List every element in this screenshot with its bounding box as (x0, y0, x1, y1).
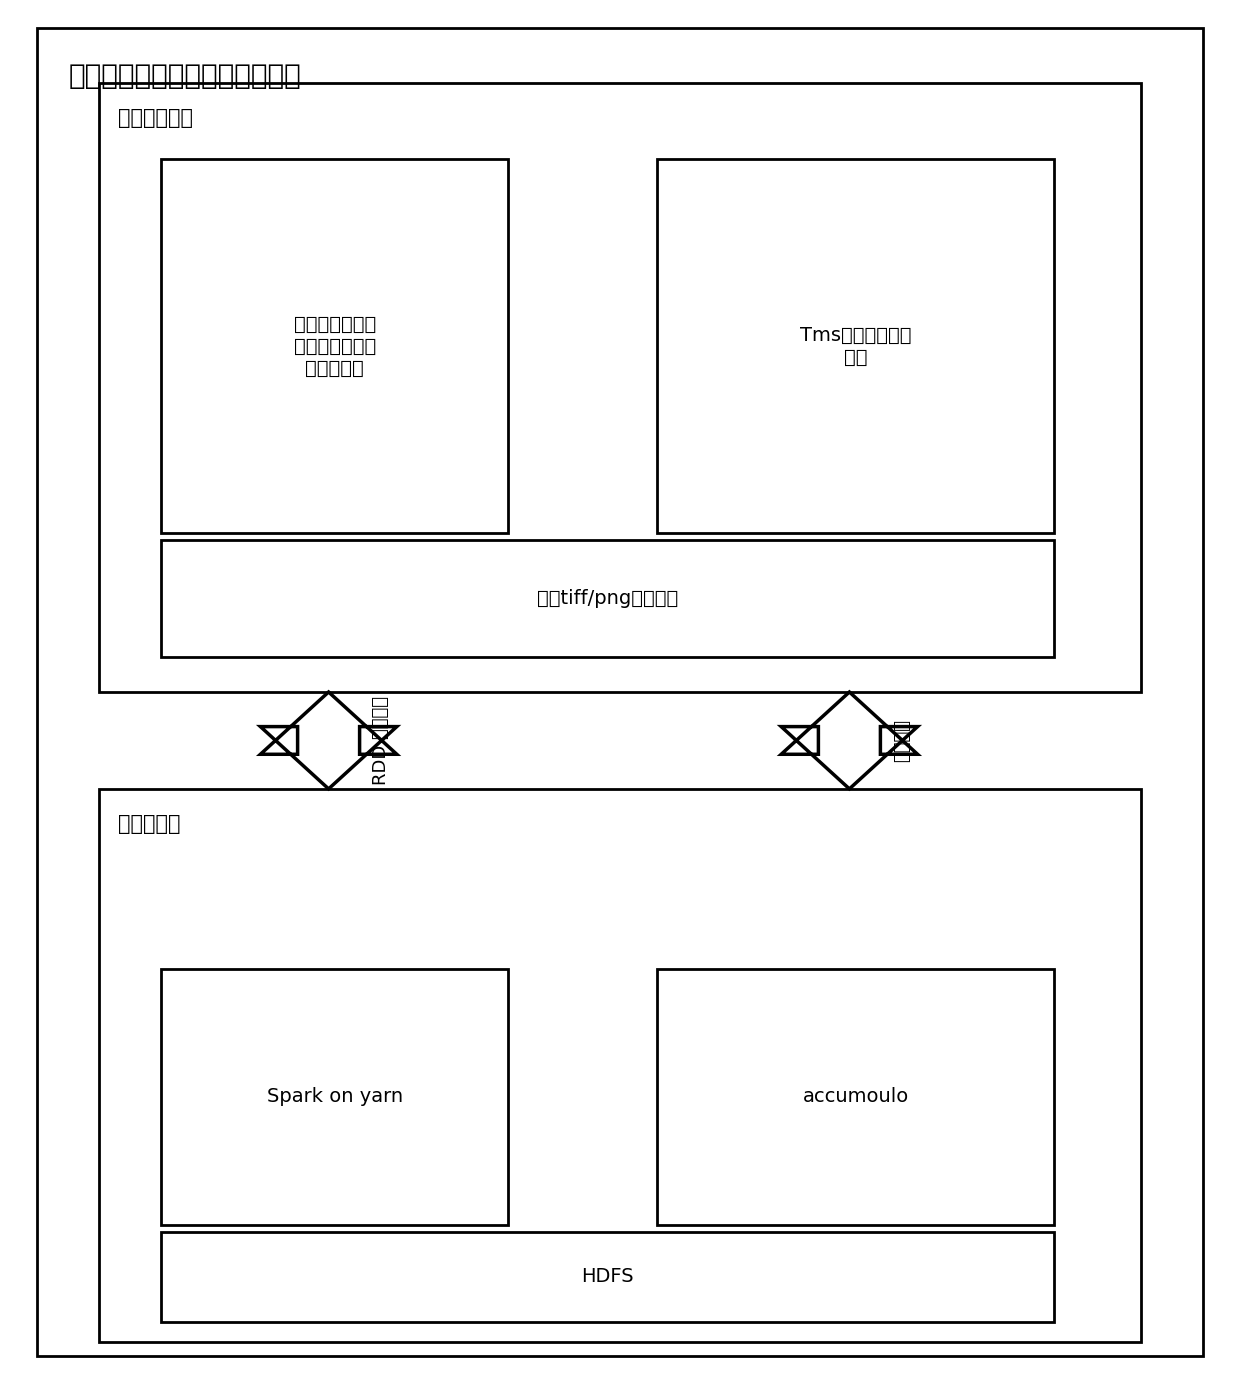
Bar (161, 159, 508, 533)
Text: RDD 影像处理: RDD 影像处理 (372, 696, 391, 785)
Bar (161, 1232, 1054, 1322)
Text: 多尺度影像快速瓦片金字塔处理: 多尺度影像快速瓦片金字塔处理 (68, 62, 301, 90)
Bar (99, 83, 1141, 692)
Bar (161, 969, 508, 1225)
Polygon shape (260, 692, 397, 789)
Text: 多尺度影像分布
式瓦片切割金字
塔处理服务: 多尺度影像分布 式瓦片切割金字 塔处理服务 (294, 314, 376, 378)
Polygon shape (781, 692, 918, 789)
Text: Spark on yarn: Spark on yarn (267, 1088, 403, 1106)
Bar (99, 789, 1141, 1342)
Text: 影像处理系统: 影像处理系统 (118, 108, 192, 127)
Text: 原始tiff/png导入接口: 原始tiff/png导入接口 (537, 590, 678, 608)
Bar (657, 969, 1054, 1225)
Text: Tms影像瓦片发布
服务: Tms影像瓦片发布 服务 (800, 325, 911, 367)
Bar (657, 159, 1054, 533)
Bar (161, 540, 1054, 657)
Text: HDFS: HDFS (582, 1268, 634, 1286)
Text: 云计算平台: 云计算平台 (118, 814, 180, 833)
Text: 瓦片读取: 瓦片读取 (893, 718, 911, 763)
Text: accumoulo: accumoulo (802, 1088, 909, 1106)
